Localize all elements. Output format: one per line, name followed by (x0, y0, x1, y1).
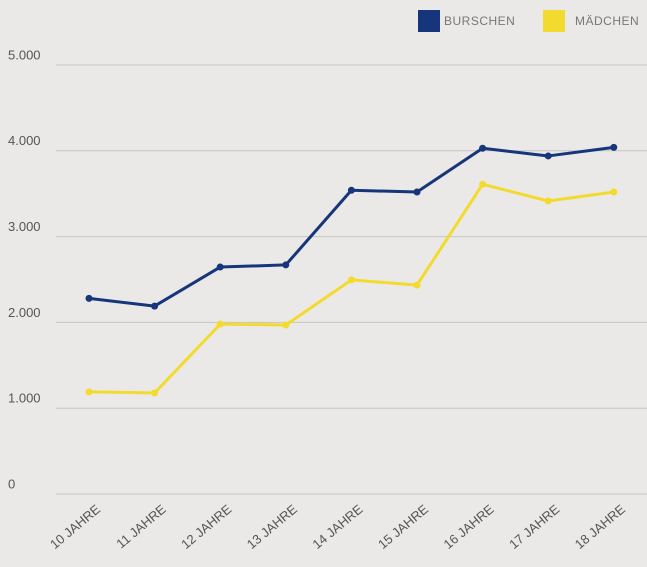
data-point (610, 143, 618, 151)
x-tick-label: 18 JAHRE (572, 501, 628, 552)
data-point (479, 144, 487, 152)
y-tick-label: 5.000 (8, 47, 41, 62)
data-point (151, 302, 159, 310)
data-point (282, 261, 290, 269)
data-point (479, 180, 487, 188)
y-tick-label: 2.000 (8, 305, 41, 320)
data-point (216, 263, 224, 271)
legend-label: MÄDCHEN (575, 14, 639, 28)
data-point (216, 320, 224, 328)
x-tick-label: 17 JAHRE (506, 501, 562, 552)
data-point (151, 389, 159, 397)
data-point (413, 188, 421, 196)
x-tick-label: 14 JAHRE (309, 501, 365, 552)
data-point (544, 152, 552, 160)
data-point (85, 388, 93, 396)
legend-label: BURSCHEN (444, 14, 515, 28)
series-line (88, 182, 615, 395)
x-tick-label: 16 JAHRE (441, 501, 497, 552)
y-tick-label: 0 (8, 476, 15, 491)
data-point (610, 188, 618, 196)
data-point (347, 186, 355, 194)
data-point (347, 276, 355, 284)
y-tick-label: 3.000 (8, 219, 41, 234)
legend-swatch (543, 10, 565, 32)
data-point (413, 281, 421, 289)
y-tick-label: 1.000 (8, 391, 41, 406)
x-tick-label: 13 JAHRE (244, 501, 300, 552)
data-point (85, 294, 93, 302)
x-tick-label: 12 JAHRE (178, 501, 234, 552)
data-point (282, 321, 290, 329)
x-tick-label: 10 JAHRE (47, 501, 103, 552)
data-point (544, 197, 552, 205)
y-tick-label: 4.000 (8, 133, 41, 148)
x-tick-label: 11 JAHRE (113, 501, 169, 551)
x-tick-label: 15 JAHRE (375, 501, 431, 552)
legend-swatch (418, 10, 440, 32)
